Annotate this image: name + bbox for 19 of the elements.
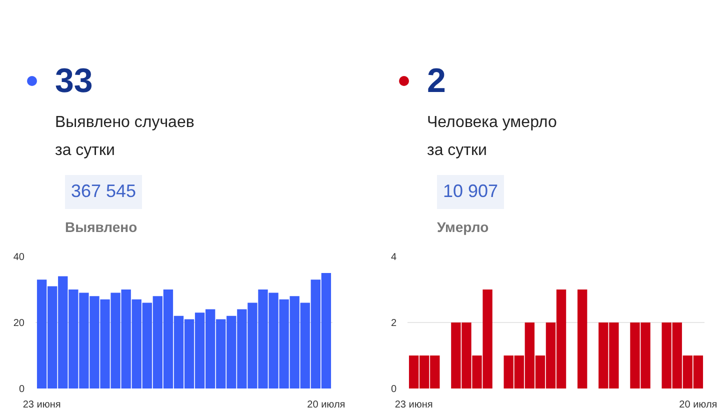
y-tick-label: 40 [13,252,25,263]
y-tick-label: 20 [13,318,25,329]
chart-title: 33 [55,60,93,102]
text: Выявлено [65,218,138,237]
text: Умерло [437,218,490,237]
x-tick-label: 20 июля [679,400,718,410]
text: 367 545 [65,175,142,209]
x-tick-label: 23 июня [394,400,433,410]
chart-title: 2 [427,60,446,102]
text: 10 907 [437,175,504,209]
chart-subtitle: Выявлено случаев за сутки [55,113,194,161]
y-tick-label: 0 [18,384,25,395]
x-tick-label: 23 июня [22,400,61,410]
y-tick-label: 2 [390,318,397,329]
x-tick-label: 20 июля [307,400,346,410]
chart-subtitle: Человека умерло за сутки [427,113,557,161]
y-tick-label: 0 [390,384,397,395]
bar [577,290,588,388]
y-tick-label: 4 [390,252,397,263]
